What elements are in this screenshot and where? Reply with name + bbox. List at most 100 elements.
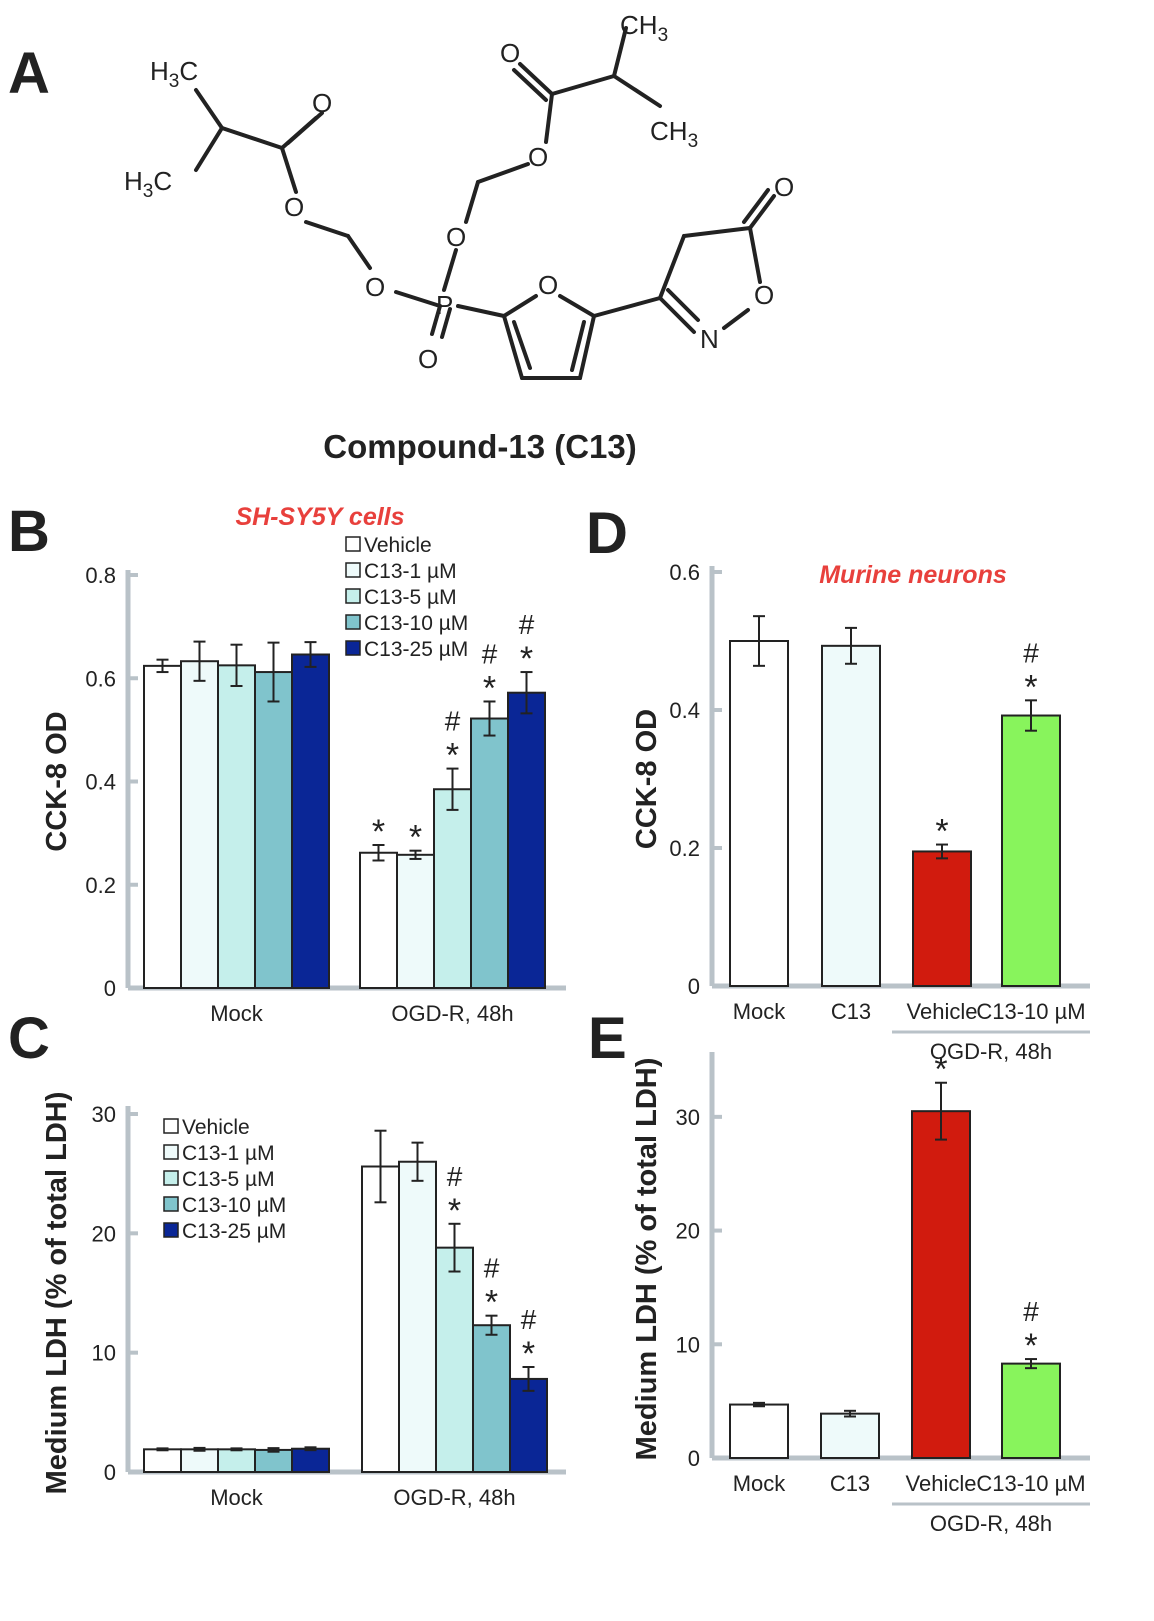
bar-c13-5-m	[217, 664, 256, 989]
y-axis-title: CCK-8 OD	[631, 709, 663, 849]
legend-swatch	[163, 1144, 179, 1160]
nitrogen-atom-label: N	[700, 324, 719, 354]
x-category-label: Mock	[210, 1485, 264, 1510]
oxygen-atom-label: O	[754, 280, 774, 310]
legend-swatch	[345, 614, 361, 630]
significance-asterisk: *	[1024, 1327, 1037, 1365]
oxygen-atom-label: O	[365, 272, 385, 302]
y-axis-title: CCK-8 OD	[41, 711, 73, 851]
phosphorus-atom-label: P	[436, 290, 453, 320]
panel-letter-c: C	[8, 1006, 50, 1071]
bar-mock	[729, 640, 789, 987]
significance-asterisk: *	[483, 669, 496, 707]
x-category-label: C13	[830, 1471, 870, 1496]
oxygen-atom-label: O	[418, 344, 438, 374]
x-category-label: Vehicle	[906, 1471, 977, 1496]
legend-label: Vehicle	[364, 534, 432, 557]
legend-label: C13-1 µM	[182, 1142, 275, 1165]
significance-asterisk: *	[409, 819, 422, 857]
chemical-structure	[194, 26, 776, 380]
methyl-group-label: H3C	[124, 166, 172, 202]
bar-c13-10-m	[472, 1324, 511, 1473]
legend-label: C13-5 µM	[364, 586, 457, 609]
y-tick-label: 0	[104, 1460, 116, 1485]
bar-c13-25-m	[291, 1447, 330, 1473]
bar-mock	[729, 1403, 789, 1460]
oxygen-atom-label: O	[446, 222, 466, 252]
bar-vehicle	[359, 851, 398, 989]
bar-c13-1-m	[396, 853, 435, 989]
legend-swatch	[345, 536, 361, 552]
significance-asterisk: *	[1024, 668, 1037, 706]
bar-vehicle	[361, 1165, 400, 1474]
methyl-group-label: CH3	[620, 10, 668, 46]
x-category-label: C13	[831, 999, 871, 1024]
bar-c13-10-m	[1001, 1362, 1061, 1460]
y-tick-label: 0.4	[669, 698, 700, 723]
x-category-label: Mock	[210, 1001, 264, 1026]
legend-swatch	[345, 562, 361, 578]
bar-c13-5-m	[435, 1246, 474, 1473]
compound-name: Compound-13 (C13)	[323, 428, 637, 465]
bar-c13-1-m	[398, 1160, 437, 1473]
y-tick-label: 0	[688, 974, 700, 999]
group-label: OGD-R, 48h	[930, 1511, 1052, 1536]
bar-vehicle	[912, 850, 972, 988]
legend-swatch	[163, 1222, 179, 1238]
significance-hash: #	[447, 1161, 463, 1192]
bar-c13-5-m	[433, 788, 472, 990]
legend-swatch	[345, 640, 361, 656]
legend-label: C13-25 µM	[182, 1220, 286, 1243]
y-tick-label: 0.8	[85, 563, 116, 588]
y-tick-label: 0.2	[669, 836, 700, 861]
y-tick-label: 20	[676, 1219, 700, 1244]
x-category-label: C13-10 µM	[976, 1471, 1085, 1496]
chart-e-ldh-murine: 0 10 20 30 Medium LDH (% of total LDH) Mock C1…	[631, 1051, 1090, 1536]
oxygen-atom-label: O	[528, 142, 548, 172]
significance-hash: #	[445, 706, 461, 737]
chemical-labels: H3C H3C CH3 CH3 O O O O O O O O O O P N	[124, 10, 794, 374]
bar-c13-25-m	[291, 653, 330, 989]
bar-c13-25-m	[507, 691, 546, 990]
significance-hash: #	[1023, 1296, 1039, 1327]
bar-c13-10-m	[470, 717, 509, 990]
legend-swatch	[345, 588, 361, 604]
significance-hash: #	[519, 609, 535, 640]
x-category-label: Mock	[733, 1471, 787, 1496]
legend-label: C13-10 µM	[364, 612, 468, 635]
y-tick-label: 0.6	[669, 560, 700, 585]
panel-letter-e: E	[588, 1006, 627, 1071]
oxygen-atom-label: O	[774, 172, 794, 202]
y-tick-label: 0.4	[85, 770, 116, 795]
x-category-label: Vehicle	[907, 999, 978, 1024]
bar-vehicle	[143, 1448, 182, 1473]
methyl-group-label: H3C	[150, 56, 198, 92]
significance-hash: #	[521, 1304, 537, 1335]
legend-label: C13-1 µM	[364, 560, 457, 583]
legend-label: C13-25 µM	[364, 638, 468, 661]
chart-subtitle: Murine neurons	[819, 561, 1007, 589]
significance-asterisk: *	[372, 813, 385, 851]
significance-asterisk: *	[446, 737, 459, 775]
oxygen-atom-label: O	[312, 88, 332, 118]
bar-c13-10-m	[1001, 714, 1061, 988]
significance-asterisk: *	[520, 640, 533, 678]
bar-vehicle	[143, 664, 182, 989]
x-category-label: OGD-R, 48h	[393, 1485, 515, 1510]
panel-letter-b: B	[8, 499, 50, 564]
significance-asterisk: *	[935, 813, 948, 851]
legend-swatch	[163, 1118, 179, 1134]
y-tick-label: 10	[676, 1332, 700, 1357]
y-axis-title: Medium LDH (% of total LDH)	[631, 1058, 663, 1461]
bar-c13-5-m	[217, 1448, 256, 1473]
bar-c13	[821, 644, 881, 988]
legend-swatch	[163, 1170, 179, 1186]
chart-subtitle: SH-SY5Y cells	[235, 503, 404, 531]
y-tick-label: 0.6	[85, 666, 116, 691]
significance-hash: #	[484, 1253, 500, 1284]
significance-asterisk: *	[522, 1335, 535, 1373]
significance-asterisk: *	[485, 1284, 498, 1322]
methyl-group-label: CH3	[650, 116, 698, 152]
